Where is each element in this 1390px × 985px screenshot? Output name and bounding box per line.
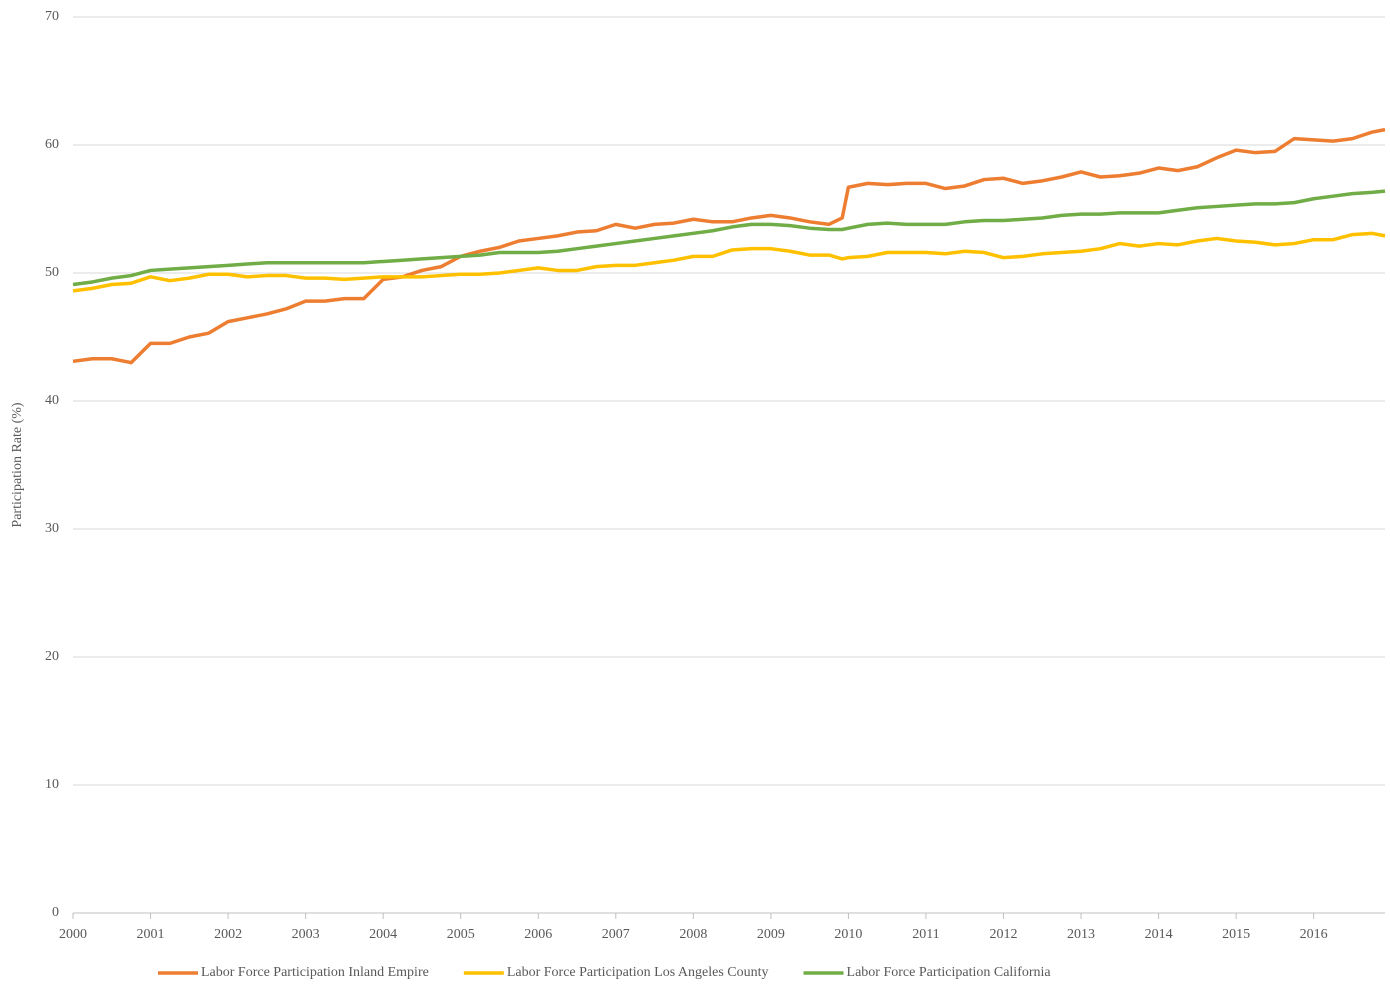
y-tick-label: 50 (45, 265, 59, 280)
y-tick-label: 60 (45, 137, 59, 152)
y-tick-label: 20 (45, 649, 59, 664)
y-tick-label: 0 (52, 905, 59, 920)
legend-label: Labor Force Participation California (847, 965, 1052, 980)
x-tick-label: 2004 (369, 927, 397, 942)
x-tick-label: 2006 (524, 927, 552, 942)
x-tick-label: 2016 (1300, 927, 1328, 942)
y-tick-label: 40 (45, 393, 59, 408)
series-line (72, 127, 1386, 365)
x-tick-label: 2009 (757, 927, 785, 942)
x-tick-label: 2001 (137, 927, 165, 942)
y-tick-label: 30 (45, 521, 59, 536)
series-line (72, 231, 1386, 293)
x-tick-label: 2007 (602, 927, 630, 942)
x-tick-label: 2011 (912, 927, 939, 942)
x-tick-label: 2003 (292, 927, 320, 942)
series-line (72, 189, 1386, 287)
x-tick-label: 2000 (59, 927, 87, 942)
y-tick-label: 70 (45, 9, 59, 24)
legend-label: Labor Force Participation Inland Empire (201, 965, 429, 980)
x-tick-label: 2010 (834, 927, 862, 942)
y-tick-label: 10 (45, 777, 59, 792)
legend-label: Labor Force Participation Los Angeles Co… (507, 965, 769, 980)
x-tick-label: 2008 (679, 927, 707, 942)
x-tick-label: 2013 (1067, 927, 1095, 942)
x-tick-label: 2002 (214, 927, 242, 942)
x-tick-label: 2005 (447, 927, 475, 942)
y-axis-label: Participation Rate (%) (10, 402, 25, 528)
x-tick-label: 2015 (1222, 927, 1250, 942)
x-tick-label: 2014 (1145, 927, 1173, 942)
x-tick-label: 2012 (989, 927, 1017, 942)
